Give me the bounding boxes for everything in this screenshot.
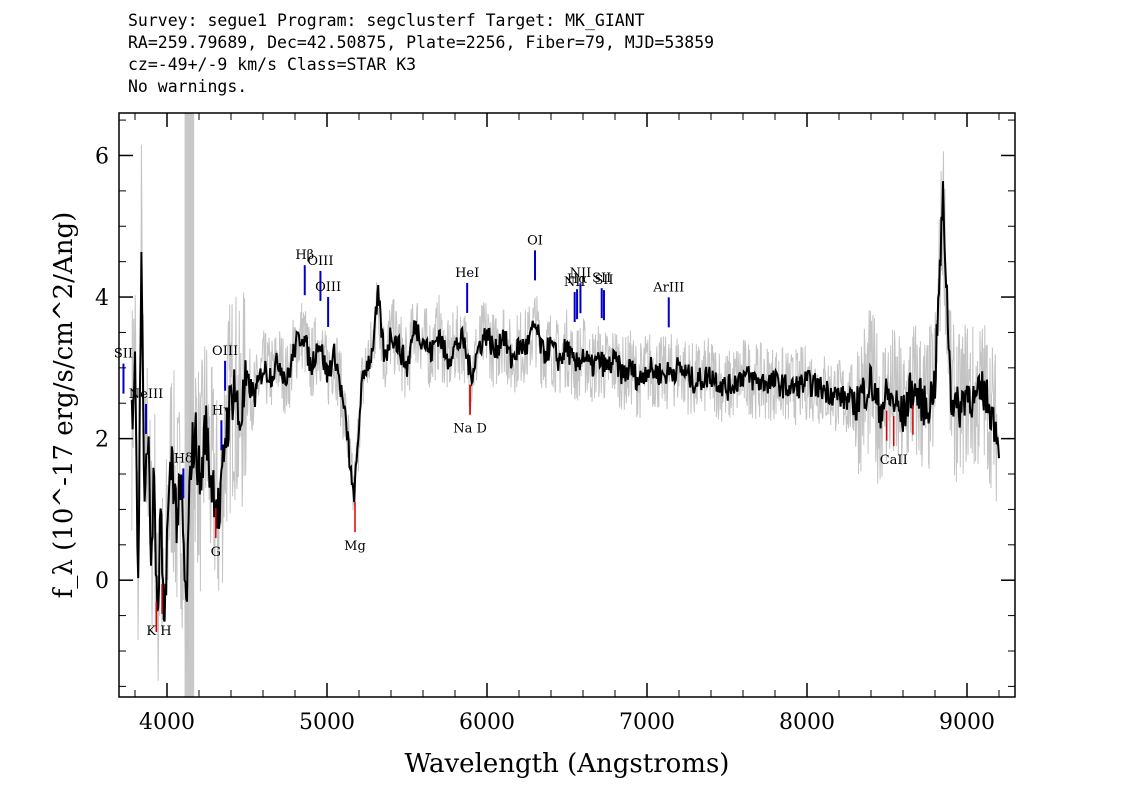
absorption-label-caii: CaII (880, 453, 908, 468)
axis-ticks-layer: 4000 5000 6000 7000 8000 9000 0 2 4 6 (95, 113, 1015, 735)
emission-line-label: OIII (315, 280, 341, 295)
emission-line-label: Hα (567, 272, 587, 287)
emission-line-label: SII (594, 273, 613, 288)
emission-line-label: NII (570, 266, 592, 281)
flux-series-line (130, 181, 1000, 622)
emission-line-label: SII (114, 347, 133, 362)
y-tick-label: 2 (95, 428, 109, 453)
x-tick-label: 5000 (299, 710, 355, 735)
emission-line-label: HeI (455, 266, 479, 281)
flux-series-layer (130, 181, 1000, 622)
x-tick-label: 9000 (939, 710, 995, 735)
header-warnings-line: No warnings. (128, 77, 248, 96)
plot-frame (118, 112, 1016, 698)
absorption-label-g: G (211, 545, 221, 560)
emission-line-label: ArIII (652, 280, 684, 295)
x-tick-label: 7000 (619, 710, 675, 735)
emission-line-label: SII (592, 271, 611, 286)
absorption-label-na-d: Na D (453, 422, 487, 437)
emission-line-label: OIII (307, 254, 333, 269)
emission-line-label: OI (527, 233, 543, 248)
x-tick-label: 8000 (779, 710, 835, 735)
x-axis-title: Wavelength (Angstroms) (405, 749, 730, 779)
x-tick-label: 4000 (139, 710, 195, 735)
y-tick-label: 4 (95, 286, 109, 311)
y-tick-label: 6 (95, 144, 109, 169)
y-tick-label: 0 (95, 569, 109, 594)
emission-line-label: Hδ (174, 451, 193, 466)
emission-line-label: NeIII (129, 387, 163, 402)
y-axis-title: f_λ (10^-17 erg/s/cm^2/Ang) (49, 212, 79, 598)
header-survey-line: Survey: segue1 Program: segclusterf Targ… (128, 11, 645, 30)
error-band-layer (131, 144, 1000, 681)
error-band (131, 144, 1000, 681)
header-redshift-class-line: cz=-49+/-9 km/s Class=STAR K3 (128, 55, 417, 74)
x-tick-label: 6000 (459, 710, 515, 735)
emission-line-label: Hβ (295, 248, 314, 263)
absorption-label-mg: Mg (344, 539, 366, 554)
header-coordinates-line: RA=259.79689, Dec=42.50875, Plate=2256, … (128, 33, 715, 52)
emission-line-label: Hγ (212, 403, 231, 418)
plot-header: Survey: segue1 Program: segclusterf Targ… (128, 10, 714, 98)
emission-line-label: OIII (212, 344, 238, 359)
absorption-label-kh: K H (146, 624, 171, 639)
